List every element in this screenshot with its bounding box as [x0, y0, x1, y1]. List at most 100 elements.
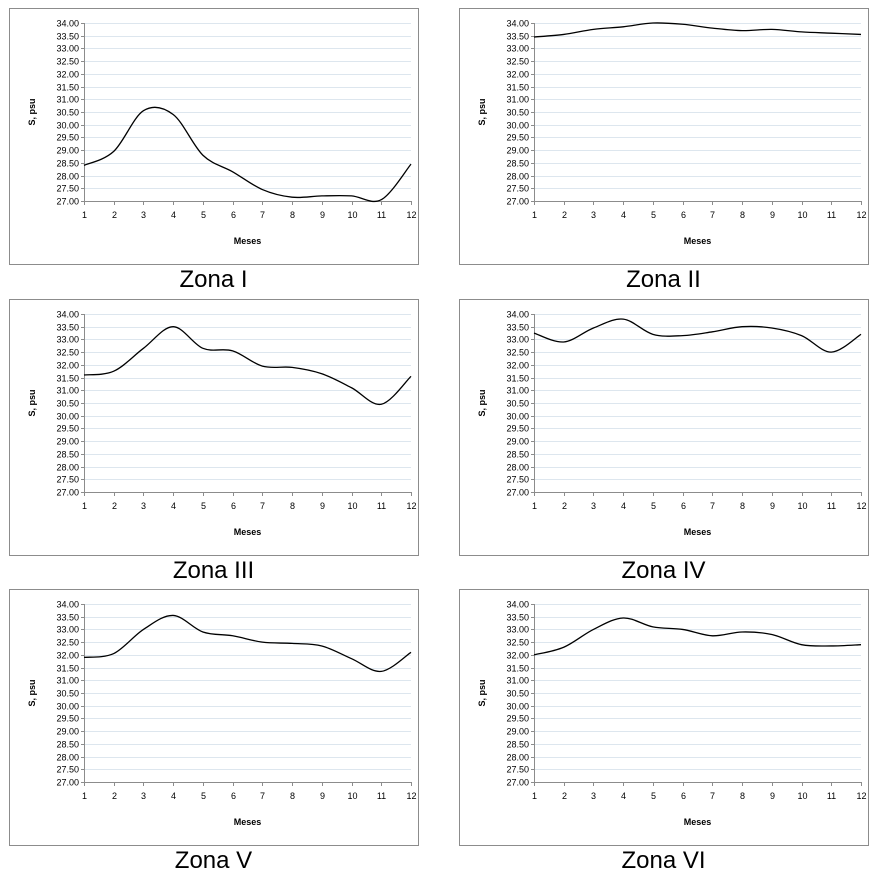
line-chart: 27.00 27.50 28.00 28.50 29.00 29.50 30.00 30.50… [9, 8, 419, 265]
x-tick-label: 6 [681, 501, 686, 511]
chart-panel: 27.00 27.50 28.00 28.50 29.00 29.50 30.00 30.50… [9, 299, 419, 556]
y-tick-label: 31.50 [506, 664, 529, 674]
y-tick-label: 27.50 [56, 184, 79, 194]
chart-frame [459, 589, 869, 846]
y-tick-label: 33.50 [506, 613, 529, 623]
x-tick-label: 12 [856, 501, 866, 511]
x-tick-label: 12 [406, 501, 416, 511]
y-tick-label: 29.50 [506, 714, 529, 724]
y-tick-label: 28.50 [56, 450, 79, 460]
x-tick-label: 12 [856, 791, 866, 801]
x-tick-label: 3 [141, 791, 146, 801]
y-tick-label: 29.50 [506, 133, 529, 143]
y-tick-label: 29.00 [506, 727, 529, 737]
y-axis-label: S, psu [27, 389, 37, 416]
y-tick-label: 31.50 [506, 374, 529, 384]
y-tick-label: 27.50 [56, 475, 79, 485]
x-tick-label: 5 [201, 501, 206, 511]
x-tick-label: 4 [621, 501, 626, 511]
x-tick-label: 10 [797, 501, 807, 511]
x-tick-label: 12 [406, 791, 416, 801]
x-tick-label: 6 [231, 791, 236, 801]
series-line [83, 326, 412, 405]
x-tick-label: 3 [141, 210, 146, 220]
y-tick-label: 31.00 [506, 676, 529, 686]
y-tick-label: 34.00 [56, 19, 79, 29]
y-tick-label: 34.00 [506, 600, 529, 610]
chart-frame [459, 8, 869, 265]
x-tick-label: 1 [532, 791, 537, 801]
y-tick-label: 28.50 [56, 159, 79, 169]
x-axis-label: Meses [234, 817, 262, 827]
y-tick-label: 34.00 [506, 19, 529, 29]
y-tick-label: 29.00 [506, 437, 529, 447]
x-tick-label: 7 [260, 210, 265, 220]
y-tick-label: 28.00 [56, 753, 79, 763]
y-tick-label: 27.50 [506, 765, 529, 775]
line-chart: 27.00 27.50 28.00 28.50 29.00 29.50 30.00 30.50… [9, 299, 419, 556]
y-tick-label: 30.50 [56, 108, 79, 118]
y-tick-label: 34.00 [56, 310, 79, 320]
y-tick-label: 32.50 [506, 638, 529, 648]
x-tick-label: 2 [112, 791, 117, 801]
y-tick-label: 28.00 [56, 172, 79, 182]
x-tick-label: 8 [740, 210, 745, 220]
y-tick-label: 30.50 [506, 689, 529, 699]
y-tick-label: 31.00 [506, 95, 529, 105]
y-tick-label: 30.00 [56, 702, 79, 712]
y-tick-label: 27.00 [506, 778, 529, 788]
y-tick-label: 28.50 [506, 159, 529, 169]
x-tick-label: 10 [347, 210, 357, 220]
x-tick-label: 11 [827, 210, 836, 220]
x-tick-label: 11 [827, 791, 836, 801]
x-tick-label: 6 [231, 501, 236, 511]
series-line [83, 614, 412, 673]
y-tick-label: 31.50 [56, 83, 79, 93]
x-tick-label: 11 [827, 501, 836, 511]
x-tick-label: 7 [260, 501, 265, 511]
x-tick-label: 3 [591, 791, 596, 801]
x-tick-label: 1 [532, 210, 537, 220]
y-tick-label: 33.00 [56, 625, 79, 635]
y-tick-label: 27.50 [506, 475, 529, 485]
x-tick-label: 9 [770, 501, 775, 511]
x-tick-label: 3 [141, 501, 146, 511]
x-axis-label: Meses [684, 527, 712, 537]
chart-panel: 27.00 27.50 28.00 28.50 29.00 29.50 30.00 30.50… [9, 589, 419, 846]
x-tick-label: 9 [320, 501, 325, 511]
x-tick-label: 1 [82, 791, 87, 801]
zone-caption: Zona VI [621, 847, 706, 874]
zone-caption: Zona V [174, 847, 253, 874]
y-tick-label: 27.00 [56, 778, 79, 788]
y-tick-label: 33.50 [56, 323, 79, 333]
x-tick-label: 12 [856, 210, 866, 220]
y-tick-label: 32.50 [56, 57, 79, 67]
y-tick-label: 30.50 [506, 108, 529, 118]
y-tick-label: 27.00 [506, 488, 529, 498]
x-tick-label: 2 [562, 210, 567, 220]
y-axis-label: S, psu [477, 679, 487, 706]
y-tick-label: 32.50 [56, 638, 79, 648]
chart-panel: 27.00 27.50 28.00 28.50 29.00 29.50 30.00 30.50… [459, 589, 869, 846]
y-tick-label: 33.50 [56, 613, 79, 623]
y-axis-label: S, psu [477, 389, 487, 416]
x-tick-label: 7 [710, 210, 715, 220]
x-tick-label: 2 [112, 501, 117, 511]
y-tick-label: 29.00 [56, 727, 79, 737]
y-tick-label: 31.00 [56, 386, 79, 396]
x-tick-label: 3 [591, 501, 596, 511]
chart-panel: 27.00 27.50 28.00 28.50 29.00 29.50 30.00 30.50… [9, 8, 419, 265]
chart-panel: 27.00 27.50 28.00 28.50 29.00 29.50 30.00 30.50… [459, 299, 869, 556]
y-tick-label: 32.50 [56, 348, 79, 358]
x-tick-label: 1 [82, 210, 87, 220]
x-tick-label: 6 [681, 791, 686, 801]
y-tick-label: 32.00 [56, 651, 79, 661]
x-tick-label: 1 [82, 501, 87, 511]
x-tick-label: 8 [290, 501, 295, 511]
x-tick-label: 5 [651, 791, 656, 801]
y-tick-label: 31.50 [56, 374, 79, 384]
x-tick-label: 8 [740, 791, 745, 801]
x-tick-label: 9 [770, 210, 775, 220]
y-tick-label: 33.00 [56, 44, 79, 54]
y-tick-label: 34.00 [506, 310, 529, 320]
